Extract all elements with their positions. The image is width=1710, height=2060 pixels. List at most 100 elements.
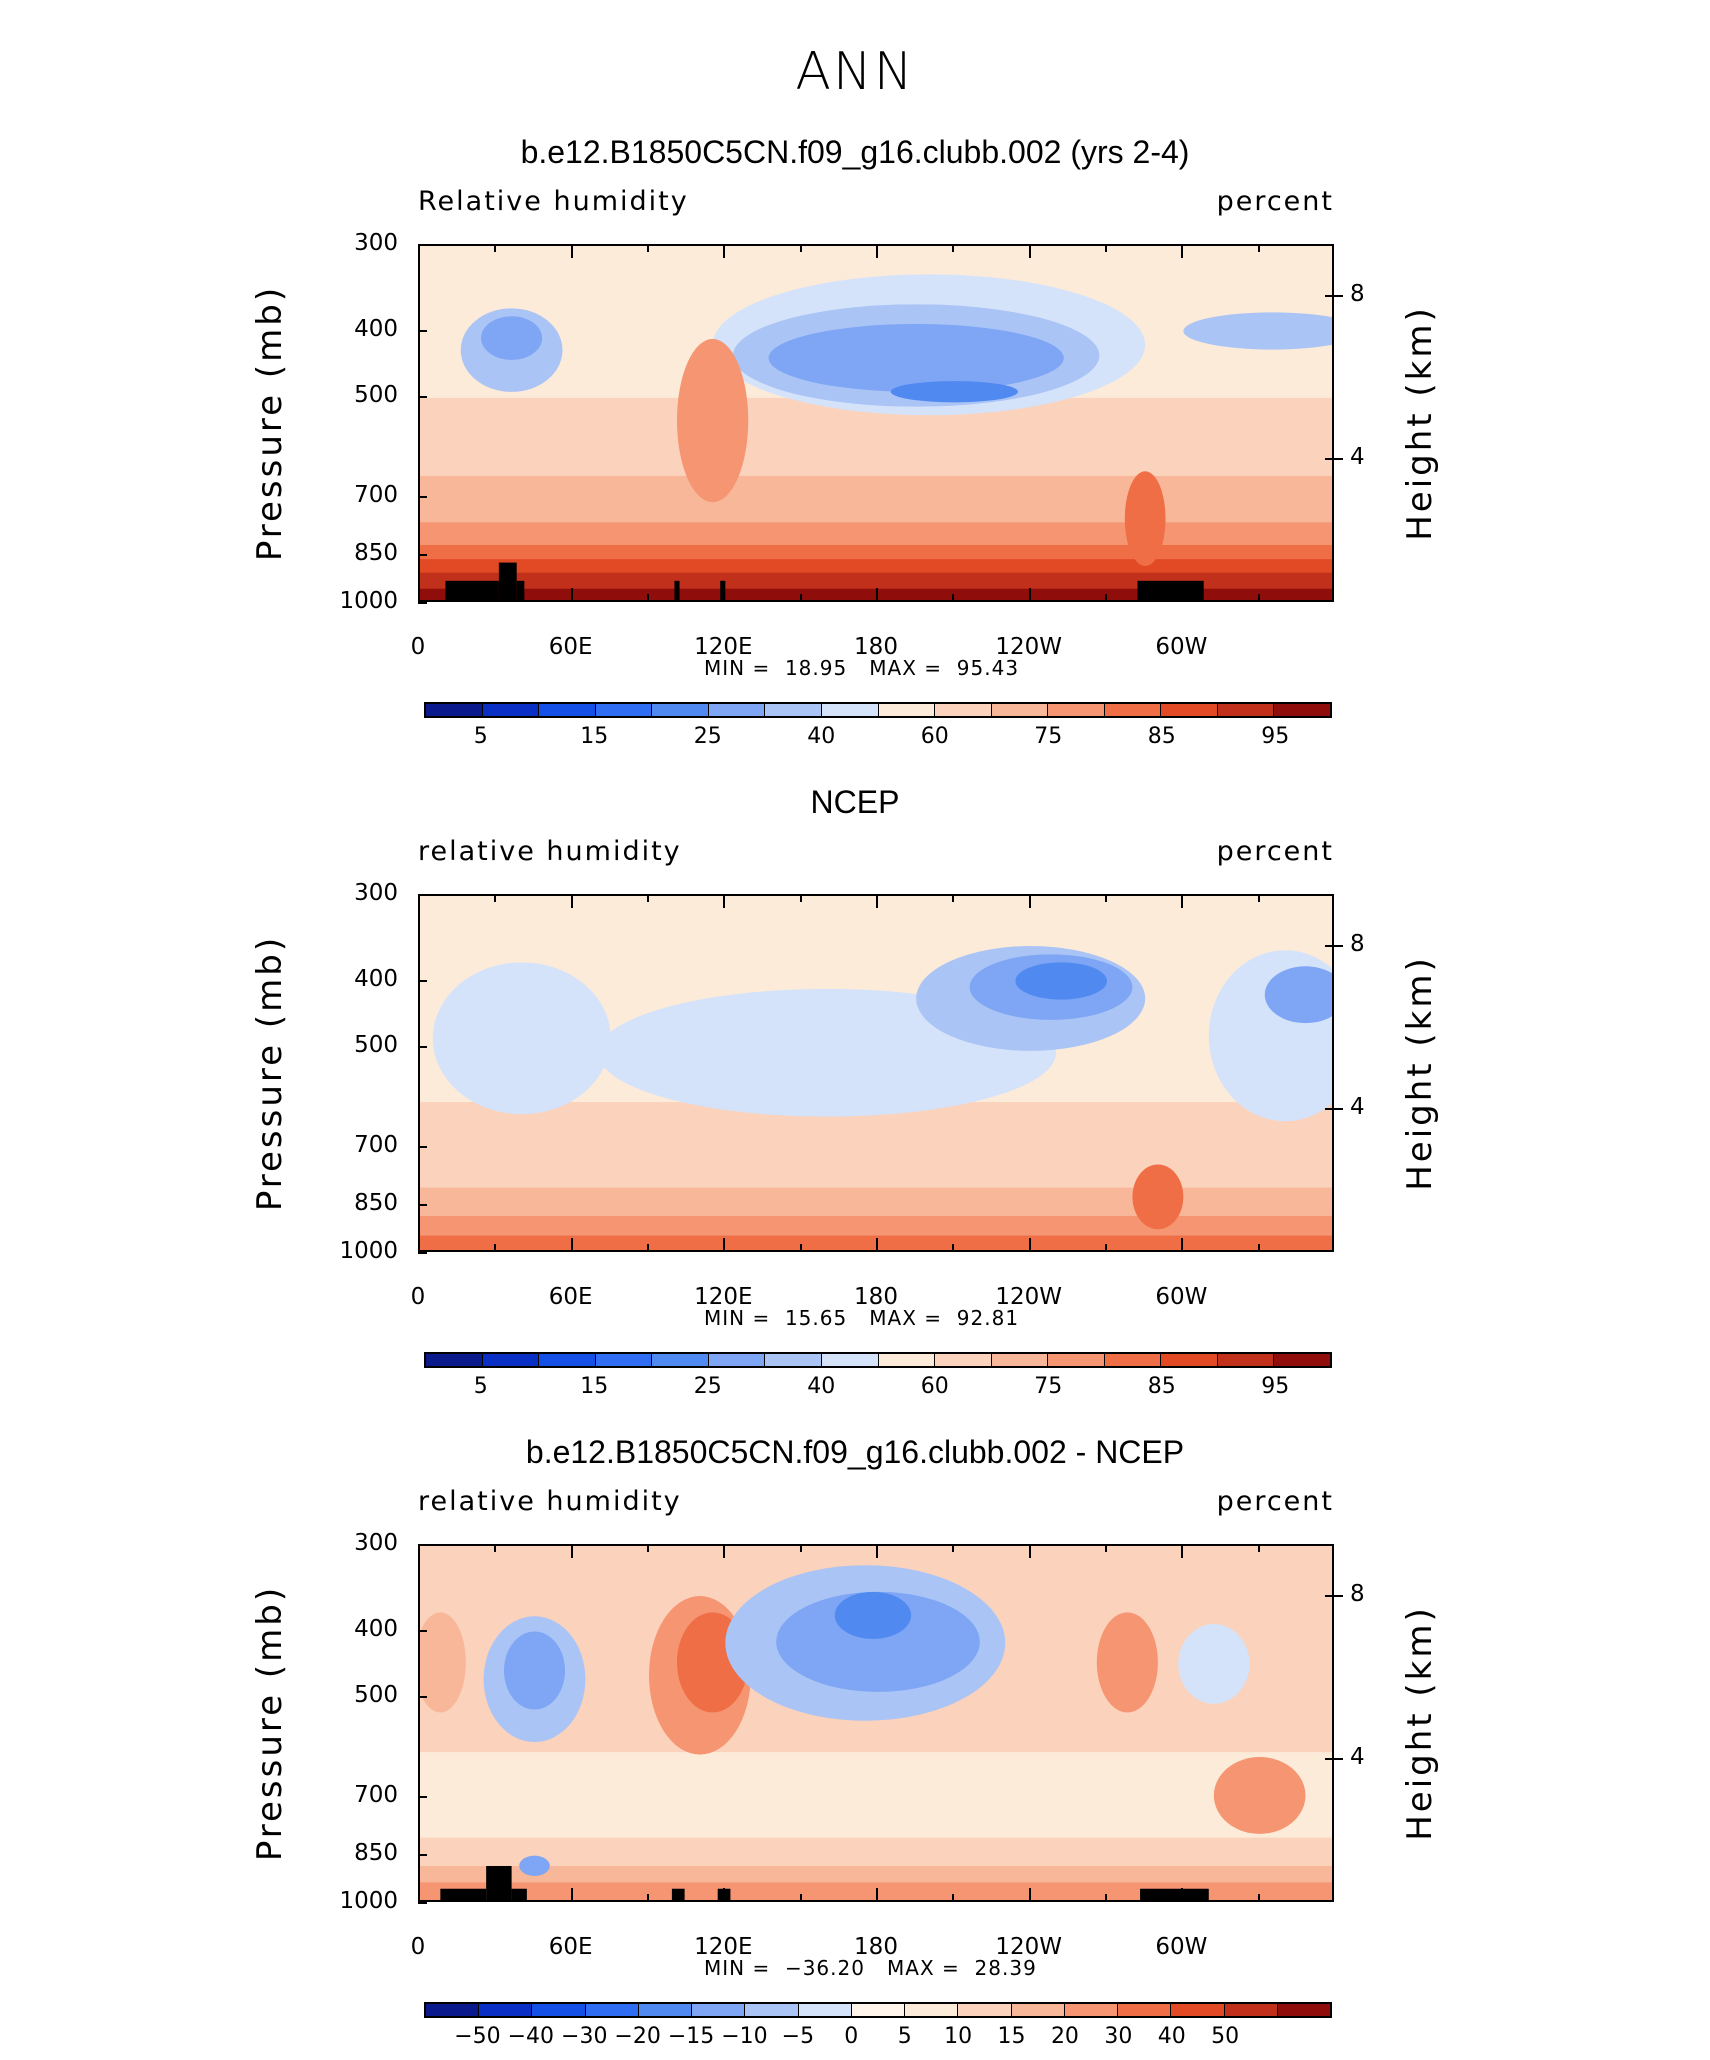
colorbar-swatch xyxy=(482,1354,540,1366)
colorbar-swatch xyxy=(1104,1354,1162,1366)
variable-name: Relative humidity xyxy=(418,186,689,217)
lon-minor-mark xyxy=(1257,1894,1260,1902)
lon-minor-mark xyxy=(647,594,649,602)
colorbar-swatch xyxy=(821,704,879,716)
figure-title: ANN xyxy=(795,42,915,102)
lon-tick-mark-top xyxy=(1181,894,1184,908)
lon-tick-mark-top xyxy=(723,1544,726,1558)
contour-band xyxy=(420,475,1332,524)
colorbar-label: 15 xyxy=(580,724,609,749)
colorbar-swatch xyxy=(905,2004,959,2016)
pressure-tick-label: 700 xyxy=(354,481,398,508)
lon-tick-mark-top xyxy=(418,1544,420,1558)
lon-tick-label: 120E xyxy=(694,1284,753,1310)
contour-band xyxy=(420,522,1332,546)
colorbar-label: 95 xyxy=(1261,1374,1290,1399)
lon-tick-mark xyxy=(876,1238,878,1252)
min-max-readout: MIN = 18.95 MAX = 95.43 xyxy=(704,656,1019,680)
height-tick-mark xyxy=(1325,1107,1334,1110)
contour-plot xyxy=(418,894,1334,1252)
colorbar-swatch xyxy=(765,1354,822,1366)
colorbar-swatch xyxy=(426,2004,480,2016)
contour-band xyxy=(420,544,1332,561)
colorbar-swatch xyxy=(692,2004,746,2016)
colorbar-label: 95 xyxy=(1261,724,1290,749)
lon-tick-mark xyxy=(876,1888,878,1902)
pressure-tick-mark xyxy=(418,602,427,604)
lon-minor-mark-top xyxy=(1105,894,1107,902)
colorbar-swatch xyxy=(638,2004,693,2016)
height-tick-label: 4 xyxy=(1350,443,1365,470)
colorbar-swatch xyxy=(1217,1354,1275,1366)
colorbar-swatch xyxy=(935,704,992,716)
y-axis-title: Pressure (mb) xyxy=(250,934,290,1212)
colorbar-swatch xyxy=(426,704,483,716)
lon-tick-mark xyxy=(418,1238,420,1252)
lon-minor-mark xyxy=(799,1894,802,1902)
height-tick-mark-outer xyxy=(1334,1594,1343,1597)
contour-band xyxy=(420,572,1332,590)
lon-tick-mark xyxy=(723,1238,726,1252)
readout-max-label: MAX = xyxy=(869,1306,943,1330)
contour-band xyxy=(420,1752,1332,1839)
lon-tick-mark-top xyxy=(876,244,878,258)
lon-minor-mark-top xyxy=(647,1544,649,1552)
colorbar-label: 25 xyxy=(693,1374,722,1399)
pressure-tick-mark xyxy=(418,395,427,398)
colorbar-swatch xyxy=(539,704,596,716)
colorbar-swatch xyxy=(1118,2004,1172,2016)
pressure-tick-label: 400 xyxy=(354,965,398,992)
readout-min-label: MIN = xyxy=(704,1956,771,1980)
pressure-tick-mark xyxy=(418,1795,427,1798)
colorbar-swatch xyxy=(991,1354,1049,1366)
readout-max: 92.81 xyxy=(956,1306,1020,1330)
readout-min-label: MIN = xyxy=(704,656,771,680)
pressure-tick-label: 300 xyxy=(354,230,398,256)
y-axis-title: Pressure (mb) xyxy=(250,284,290,562)
height-tick-mark-outer xyxy=(1334,1757,1343,1760)
colorbar-swatch xyxy=(1277,2004,1330,2016)
lon-minor-mark-top xyxy=(1105,1544,1107,1552)
variable-name: relative humidity xyxy=(418,836,682,867)
land-mask xyxy=(498,562,517,600)
colorbar-label: 85 xyxy=(1147,724,1176,749)
lon-tick-label: 120E xyxy=(694,1934,753,1960)
colorbar-label: 75 xyxy=(1034,1374,1063,1399)
lon-minor-mark xyxy=(494,594,497,602)
height-tick-mark-outer xyxy=(1334,457,1343,460)
pressure-tick-label: 400 xyxy=(354,1615,398,1642)
lon-tick-label: 60W xyxy=(1155,1934,1208,1960)
land-mask xyxy=(671,1888,685,1900)
colorbar-label: 60 xyxy=(920,1374,949,1399)
contour-region xyxy=(776,1591,980,1692)
lon-minor-mark xyxy=(647,1894,649,1902)
contour-region xyxy=(1213,1757,1306,1834)
pressure-tick-mark xyxy=(418,894,427,896)
pressure-tick-mark xyxy=(418,1045,427,1048)
contour-region xyxy=(834,1591,912,1639)
colorbar-swatch xyxy=(708,704,766,716)
pressure-tick-label: 700 xyxy=(354,1781,398,1808)
lon-tick-mark xyxy=(1028,1238,1031,1252)
colorbar-swatch xyxy=(1048,704,1105,716)
colorbar-swatch xyxy=(765,704,822,716)
lon-minor-mark xyxy=(1105,594,1107,602)
colorbar-swatch xyxy=(479,2004,533,2016)
contour-band xyxy=(420,1102,1332,1189)
colorbar-swatch xyxy=(1274,1354,1330,1366)
contour-region xyxy=(432,962,611,1115)
colorbar-swatch xyxy=(821,1354,879,1366)
panel-1: b.e12.B1850C5CN.f09_g16.clubb.002 (yrs 2… xyxy=(0,120,1710,760)
land-mask xyxy=(445,580,499,600)
colorbar-swatch xyxy=(878,1354,936,1366)
colorbar-swatch xyxy=(991,704,1049,716)
contour-region xyxy=(1124,471,1166,566)
lon-minor-mark-top xyxy=(494,894,497,902)
height-tick-label: 8 xyxy=(1350,1580,1365,1607)
lon-tick-mark xyxy=(418,1888,420,1902)
pressure-tick-mark xyxy=(418,1544,427,1546)
colorbar-swatch xyxy=(1161,704,1218,716)
lon-minor-mark xyxy=(647,1244,649,1252)
lon-tick-mark xyxy=(876,588,878,602)
lon-tick-mark-top xyxy=(723,894,726,908)
